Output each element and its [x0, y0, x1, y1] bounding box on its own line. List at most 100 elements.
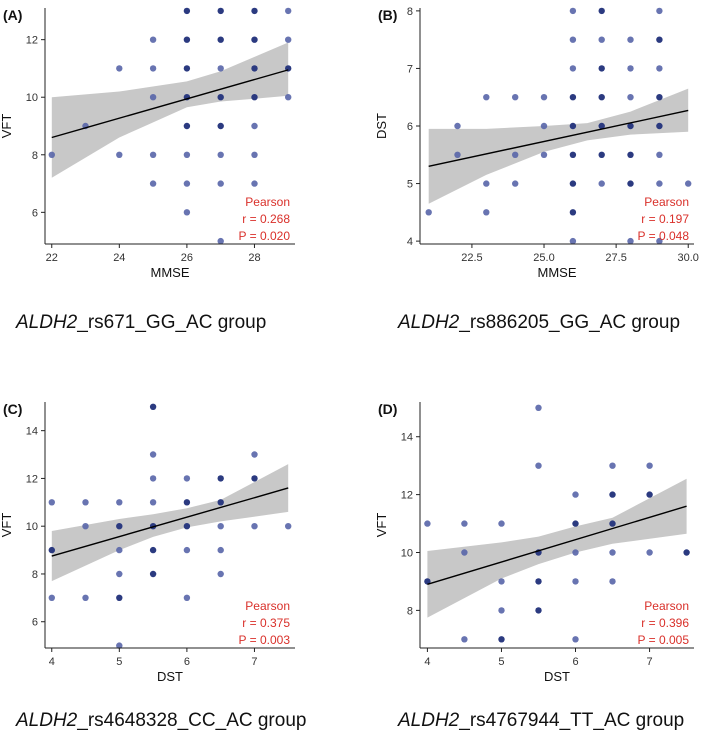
panel-b-point-33	[627, 180, 634, 187]
panel-a-confidence-band	[51, 42, 289, 178]
panel-b-y-tick-label-1: 5	[407, 179, 413, 191]
panel-a-point-7	[149, 151, 157, 158]
panel-b-point-10	[540, 122, 548, 130]
panel-b-x-tick-label-1: 25.0	[533, 252, 554, 264]
panel-a-point-21	[217, 122, 224, 130]
panel-c-point-21	[183, 523, 191, 530]
panel-d-point-2	[461, 520, 468, 527]
panel-d-x-tick-label-1: 5	[498, 656, 504, 668]
panel-a: (A) 22 24 26 28 6 8 10 12 MMSE VFT Pearson r = 0.268…	[0, 7, 295, 280]
panel-c-point-13	[149, 451, 157, 458]
panel-c-point-22	[183, 546, 191, 554]
panel-d-point-3	[461, 549, 468, 556]
caption-d-gene: ALDH2	[398, 710, 460, 731]
panel-b-point-3	[483, 94, 490, 101]
panel-b-point-28	[627, 36, 634, 43]
panel-a-point-10	[183, 36, 191, 43]
panel-d: (D) 4 5 6 7 8 10 12 14 DST VFT Pearson r = 0.396 P = …	[374, 401, 694, 684]
panel-b-point-0	[425, 209, 432, 216]
panel-c-y-tick-label-2: 10	[26, 521, 38, 533]
panel-d-stats-r: r = 0.396	[641, 616, 689, 630]
panel-a-point-31	[251, 180, 258, 187]
panel-c-point-9	[116, 570, 123, 578]
panel-b-y-tick-label-2: 6	[407, 121, 413, 133]
panel-b-x-axis-label: MMSE	[538, 265, 577, 280]
panel-b-y-axis-label: DST	[374, 113, 389, 139]
panel-b-point-31	[627, 122, 634, 130]
panel-d-point-24	[646, 462, 653, 469]
panel-c-point-26	[217, 523, 224, 530]
panel-b-point-16	[569, 122, 577, 130]
panel-d-point-16	[572, 549, 579, 556]
panel-c-point-25	[217, 499, 224, 506]
panel-a-point-27	[251, 65, 258, 72]
panel-c-point-5	[82, 594, 89, 601]
panel-a-point-9	[183, 7, 191, 15]
panel-d-point-1	[424, 578, 431, 585]
panel-b-point-37	[656, 65, 663, 72]
panel-c-point-0	[48, 499, 55, 506]
panel-b-point-18	[569, 180, 577, 187]
panel-c-point-1	[48, 546, 55, 554]
panel-d-y-axis-label: VFT	[374, 513, 389, 538]
panel-c-point-6	[116, 499, 123, 506]
panel-d-point-18	[572, 636, 579, 643]
panel-c-point-12	[149, 403, 157, 410]
panel-d-point-26	[646, 549, 653, 556]
panel-c-stats-p: P = 0.003	[239, 633, 291, 647]
panel-b-point-5	[483, 209, 490, 216]
panel-a-point-28	[251, 94, 258, 101]
panel-b-point-20	[569, 237, 577, 245]
panel-d-point-7	[498, 607, 505, 614]
panel-a-point-26	[251, 36, 258, 43]
panel-d-point-15	[572, 520, 579, 527]
caption-b-gene: ALDH2	[398, 312, 460, 333]
caption-c: ALDH2_rs4648328_CC_AC group	[16, 710, 306, 732]
panel-a-x-tick-label-0: 22	[46, 252, 58, 264]
panel-d-point-27	[683, 549, 690, 556]
panel-a-y-tick-label-1: 8	[32, 150, 38, 162]
panel-d-point-5	[498, 520, 505, 527]
panel-a-fit-line	[51, 69, 289, 139]
panel-a-point-30	[251, 151, 258, 158]
panel-a-point-6	[149, 94, 157, 101]
panel-a-point-32	[285, 7, 292, 15]
panel-a-x-tick-label-1: 24	[113, 252, 125, 264]
panel-a-stats-r: r = 0.268	[242, 212, 290, 226]
panel-d-point-25	[646, 491, 653, 498]
panel-b-point-32	[627, 151, 634, 158]
panel-d-fit-line	[427, 505, 687, 585]
caption-d: ALDH2_rs4767944_TT_AC group	[398, 710, 684, 732]
panel-c-y-axis-label: VFT	[0, 513, 14, 538]
panel-c-point-4	[82, 523, 89, 530]
panel-c-x-tick-label-2: 6	[184, 656, 190, 668]
panel-b-point-39	[656, 122, 663, 130]
panel-b-point-8	[512, 180, 519, 187]
panel-b-point-12	[569, 7, 577, 15]
panel-b-point-23	[598, 65, 605, 72]
panel-c-y-tick-label-1: 8	[32, 569, 38, 581]
panel-a-point-13	[183, 122, 191, 130]
panel-b-point-22	[598, 36, 605, 43]
panel-d-x-tick-label-2: 6	[572, 656, 578, 668]
panel-a-point-14	[183, 151, 191, 158]
panel-a-point-19	[217, 65, 224, 72]
panel-c-point-29	[251, 451, 258, 458]
panel-d-point-22	[609, 549, 616, 556]
panel-a-point-15	[183, 180, 191, 187]
panel-c-point-27	[217, 546, 224, 554]
panel-d-point-6	[498, 578, 505, 585]
panel-b-point-24	[598, 94, 605, 101]
panel-d-y-tick-label-2: 12	[401, 490, 413, 502]
panel-b-point-27	[598, 180, 605, 187]
panel-b-point-29	[627, 65, 634, 72]
panel-a-point-11	[183, 65, 191, 72]
panel-d-point-9	[535, 404, 542, 411]
panel-d-point-8	[498, 636, 505, 643]
panel-a-y-tick-label-2: 10	[26, 92, 38, 104]
panel-b-fit-line	[428, 109, 689, 167]
caption-b: ALDH2_rs886205_GG_AC group	[398, 312, 680, 334]
panel-b-point-13	[569, 36, 577, 43]
panel-c-y-tick-label-3: 12	[26, 473, 38, 485]
panel-b-point-1	[454, 122, 461, 130]
